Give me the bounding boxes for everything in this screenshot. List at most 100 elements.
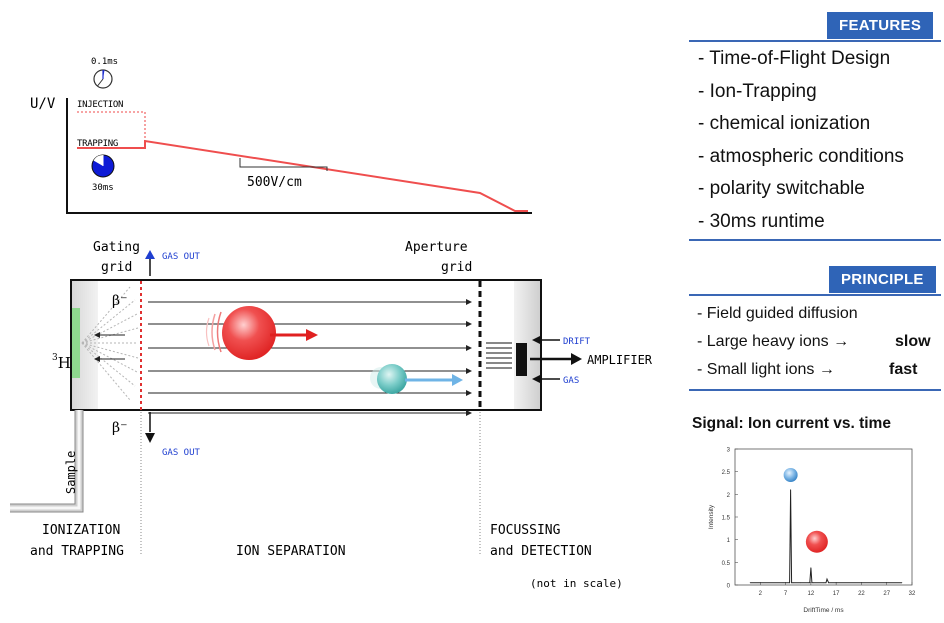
tritium-source-strip xyxy=(72,308,80,378)
signal-point xyxy=(807,582,809,584)
drift-label: DRIFT xyxy=(563,337,591,347)
sample-label: Sample xyxy=(64,451,78,494)
large-heavy-ion xyxy=(205,306,276,360)
chart-frame xyxy=(734,448,913,586)
ionization-label-2: and TRAPPING xyxy=(30,544,124,559)
principle-header: PRINCIPLE xyxy=(829,266,936,293)
gas-out-bottom-arrow xyxy=(145,412,155,443)
signal-point xyxy=(823,582,824,584)
aperture-grid-label-1: Aperture xyxy=(405,240,468,255)
gas-inlet-arrow xyxy=(532,375,560,383)
gas-label: GAS xyxy=(563,376,579,386)
detection-label-1: FOCUSSING xyxy=(490,523,561,538)
drift-gas-inlet-arrow xyxy=(532,336,560,344)
small-ion-arrow xyxy=(405,374,463,386)
amplifier-arrow xyxy=(530,353,582,365)
beta-bottom-label: β⁻ xyxy=(112,420,127,436)
x-tick-label: 2 xyxy=(759,591,763,597)
x-tick-label: 32 xyxy=(909,591,916,597)
y-tick-label: 1.5 xyxy=(722,516,731,522)
detection-label-2: and DETECTION xyxy=(490,544,592,559)
slow-label: slow xyxy=(895,333,931,350)
trapping-time-label: 30ms xyxy=(92,183,114,193)
voltage-ramp-line xyxy=(77,139,528,212)
gating-grid-label-2: grid xyxy=(101,260,132,275)
injection-label: INJECTION xyxy=(77,100,123,110)
signal-point xyxy=(800,582,802,584)
signal-point xyxy=(789,582,791,584)
x-tick-label: 17 xyxy=(833,591,840,597)
feature-item: - Time-of-Flight Design xyxy=(698,48,891,69)
small-light-ion xyxy=(370,364,407,394)
signal-point xyxy=(812,582,814,584)
section-dividers xyxy=(140,412,481,556)
signal-point xyxy=(809,582,811,584)
field-bracket xyxy=(239,158,328,171)
x-tick-label: 22 xyxy=(858,591,865,597)
gas-out-bottom-label: GAS OUT xyxy=(162,448,201,458)
x-axis-label: DriftTime / ms xyxy=(803,607,844,614)
trapping-label: TRAPPING xyxy=(77,139,118,149)
signal-point xyxy=(782,582,784,584)
features-header: FEATURES xyxy=(827,12,934,39)
y-tick-label: 2.5 xyxy=(722,470,731,476)
timing-plot: U/V INJECTION TRAPPING 0.1ms 30ms 500V/c… xyxy=(30,57,532,214)
principle-item: - Small light ions → fast xyxy=(697,356,917,384)
signal-point xyxy=(826,578,828,580)
amplifier-label: AMPLIFIER xyxy=(587,353,653,367)
injection-pulse xyxy=(77,111,146,148)
y-tick-label: 3 xyxy=(727,448,731,454)
field-strength-label: 500V/cm xyxy=(247,175,302,190)
principle-item: - Large heavy ions → slow xyxy=(697,328,931,356)
ion-collector xyxy=(486,342,512,369)
aperture-grid-label-2: grid xyxy=(441,260,472,275)
signal-point xyxy=(828,582,829,584)
y-tick-label: 0 xyxy=(727,584,731,590)
gas-out-top-arrow xyxy=(145,250,155,276)
return-arrows-left xyxy=(94,332,125,362)
y-tick-label: 0.5 xyxy=(722,561,731,567)
x-tick-label: 27 xyxy=(883,591,890,597)
ionization-label-1: IONIZATION xyxy=(42,523,120,538)
feature-item: - polarity switchable xyxy=(698,178,865,199)
feature-item: - chemical ionization xyxy=(698,113,871,134)
x-tick-label: 12 xyxy=(808,591,815,597)
field-line-arrowheads xyxy=(466,299,472,416)
features-list: - Time-of-Flight Design - Ion-Trapping -… xyxy=(698,43,904,238)
signal-point xyxy=(749,582,751,584)
signal-point xyxy=(901,582,903,584)
feature-item: - 30ms runtime xyxy=(698,210,825,232)
large-ion-peak-marker xyxy=(805,530,828,553)
y-tick-label: 1 xyxy=(727,538,731,544)
injection-clock-icon xyxy=(93,69,113,89)
principle-item: - Field guided diffusion xyxy=(697,305,858,322)
feature-item: - Ion-Trapping xyxy=(698,80,817,102)
field-lines xyxy=(148,301,468,414)
signal-point xyxy=(825,582,827,584)
y-axis-label: Intensity xyxy=(708,504,715,529)
signal-point xyxy=(790,489,792,491)
signal-point xyxy=(811,582,813,584)
features-rule-bottom xyxy=(689,239,941,241)
fast-label: fast xyxy=(889,361,918,378)
signal-point xyxy=(810,567,812,569)
separation-label: ION SEPARATION xyxy=(236,544,346,559)
trapping-clock-icon xyxy=(91,154,115,178)
y-tick-label: 2 xyxy=(727,493,731,499)
signal-point xyxy=(792,582,794,584)
small-ion-peak-marker xyxy=(783,468,798,482)
principle-rule-bottom xyxy=(689,389,941,391)
timing-y-axis-label: U/V xyxy=(30,96,56,112)
gas-out-top-label: GAS OUT xyxy=(162,252,201,262)
drift-tube: Gating grid Aperture grid 3H β⁻ β⁻ xyxy=(10,240,653,513)
large-ion-arrow xyxy=(270,329,318,341)
signal-point xyxy=(791,582,793,584)
features-rule-top xyxy=(689,40,941,42)
beta-top-label: β⁻ xyxy=(112,293,127,309)
signal-title: Signal: Ion current vs. time xyxy=(692,415,891,432)
principle-list: - Field guided diffusion - Large heavy i… xyxy=(697,300,931,384)
feature-item: - atmospheric conditions xyxy=(698,145,904,167)
tritium-source-label: 3H xyxy=(52,353,71,372)
